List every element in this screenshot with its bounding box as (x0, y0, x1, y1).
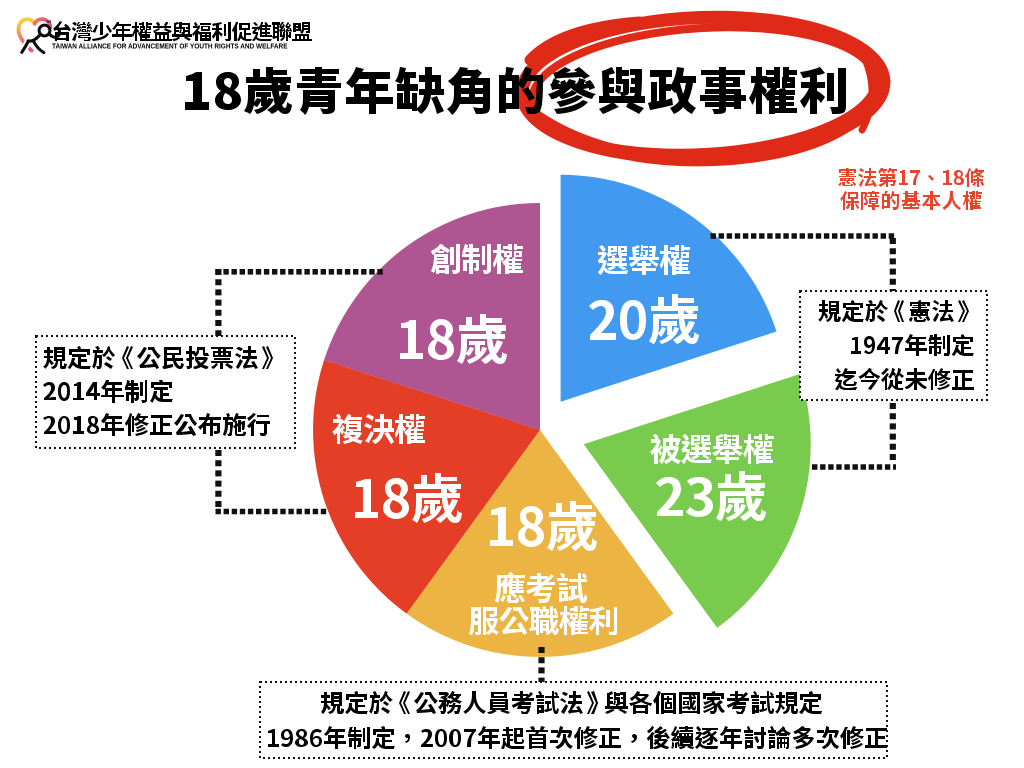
svg-text:TAIWAN ALLIANCE FOR ADVANCEMEN: TAIWAN ALLIANCE FOR ADVANCEMENT OF YOUTH… (52, 42, 288, 51)
